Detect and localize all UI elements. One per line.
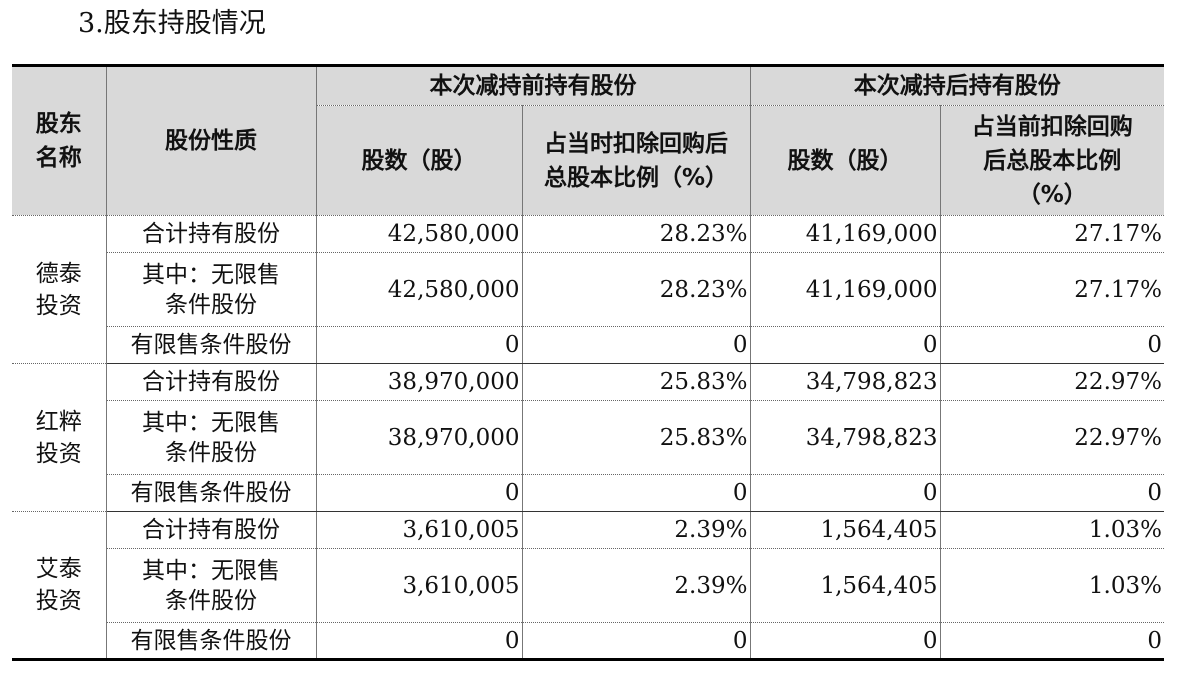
before-ratio-cell: 0 xyxy=(521,474,751,512)
after-ratio-cell: 0 xyxy=(939,622,1164,660)
row-label: 有限售条件股份 xyxy=(106,622,317,660)
after-shares-cell: 34,798,823 xyxy=(749,400,941,475)
shareholder-name: 德泰 投资 xyxy=(12,215,107,364)
table-body: 德泰 投资 合计持有股份 42,580,000 28.23% 41,169,00… xyxy=(12,215,1164,660)
after-shares-cell: 1,564,405 xyxy=(749,511,941,549)
shareholder-name: 艾泰 投资 xyxy=(12,511,107,660)
before-ratio-cell: 2.39% xyxy=(521,548,751,623)
after-shares-cell: 0 xyxy=(749,622,941,660)
after-ratio-cell: 27.17% xyxy=(939,252,1164,327)
before-ratio-cell: 28.23% xyxy=(521,252,751,327)
before-ratio-cell: 25.83% xyxy=(521,363,751,401)
shareholder-name: 红粹 投资 xyxy=(12,363,107,512)
row-label: 其中：无限售 条件股份 xyxy=(106,548,317,623)
after-shares-cell: 41,169,000 xyxy=(749,215,941,253)
table-row: 其中：无限售 条件股份 38,970,000 25.83% 34,798,823… xyxy=(12,400,1164,475)
before-shares-cell: 42,580,000 xyxy=(315,252,523,327)
before-ratio-cell: 0 xyxy=(521,622,751,660)
before-shares-cell: 0 xyxy=(315,326,523,364)
after-ratio-cell: 22.97% xyxy=(939,363,1164,401)
before-shares-cell: 38,970,000 xyxy=(315,363,523,401)
table-row: 其中：无限售 条件股份 3,610,005 2.39% 1,564,405 1.… xyxy=(12,548,1164,623)
after-shares-cell: 1,564,405 xyxy=(749,548,941,623)
table-row: 有限售条件股份 0 0 0 0 xyxy=(12,622,1164,660)
before-shares-cell: 0 xyxy=(315,622,523,660)
row-label: 其中：无限售 条件股份 xyxy=(106,252,317,327)
before-shares-cell: 3,610,005 xyxy=(315,548,523,623)
header-before-group: 本次减持前持有股份 xyxy=(315,65,751,106)
after-ratio-cell: 0 xyxy=(939,474,1164,512)
section-heading: 3.股东持股情况 xyxy=(78,8,266,39)
row-label: 其中：无限售 条件股份 xyxy=(106,400,317,475)
row-label: 合计持有股份 xyxy=(105,511,317,549)
header-after-group: 本次减持后持有股份 xyxy=(749,65,1164,106)
table-row: 有限售条件股份 0 0 0 0 xyxy=(12,326,1164,364)
row-label: 有限售条件股份 xyxy=(106,474,317,512)
after-shares-cell: 34,798,823 xyxy=(749,363,941,401)
after-ratio-cell: 27.17% xyxy=(939,215,1164,253)
table-row: 艾泰 投资 合计持有股份 3,610,005 2.39% 1,564,405 1… xyxy=(12,511,1164,660)
before-ratio-cell: 25.83% xyxy=(521,400,751,475)
table-row: 红粹 投资 合计持有股份 38,970,000 25.83% 34,798,82… xyxy=(12,363,1164,512)
before-ratio-cell: 2.39% xyxy=(521,511,751,549)
after-shares-cell: 41,169,000 xyxy=(749,252,941,327)
after-ratio-cell: 0 xyxy=(939,326,1164,364)
after-ratio-cell: 1.03% xyxy=(939,548,1164,623)
before-ratio-cell: 28.23% xyxy=(521,215,751,253)
table-row: 其中：无限售 条件股份 42,580,000 28.23% 41,169,000… xyxy=(12,252,1164,327)
after-shares-cell: 0 xyxy=(749,474,941,512)
before-shares-cell: 3,610,005 xyxy=(315,511,523,549)
before-shares-cell: 42,580,000 xyxy=(315,215,523,253)
after-ratio-cell: 1.03% xyxy=(939,511,1164,549)
table-row: 德泰 投资 合计持有股份 42,580,000 28.23% 41,169,00… xyxy=(12,215,1164,364)
shareholding-table: 股东 名称 股份性质 本次减持前持有股份 本次减持后持有股份 股数（股） 占当时… xyxy=(12,64,1164,661)
header-before-ratio: 占当时扣除回购后 总股本比例（%） xyxy=(521,105,751,216)
header-share-nature: 股份性质 xyxy=(105,65,317,216)
before-shares-cell: 0 xyxy=(315,474,523,512)
header-after-shares: 股数（股） xyxy=(749,105,941,216)
header-after-ratio: 占当前扣除回购 后总股本比例 （%） xyxy=(939,105,1164,216)
after-ratio-cell: 22.97% xyxy=(939,400,1164,475)
row-label: 合计持有股份 xyxy=(105,363,317,401)
before-shares-cell: 38,970,000 xyxy=(315,400,523,475)
table-row: 有限售条件股份 0 0 0 0 xyxy=(12,474,1164,512)
header-shareholder-name: 股东 名称 xyxy=(12,65,107,216)
header-before-shares: 股数（股） xyxy=(316,105,523,216)
after-shares-cell: 0 xyxy=(749,326,941,364)
before-ratio-cell: 0 xyxy=(521,326,751,364)
row-label: 有限售条件股份 xyxy=(106,326,317,364)
row-label: 合计持有股份 xyxy=(105,215,317,253)
